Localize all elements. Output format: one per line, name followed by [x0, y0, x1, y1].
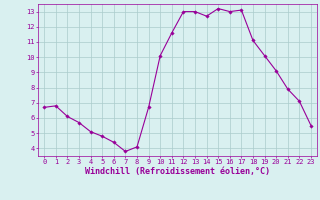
X-axis label: Windchill (Refroidissement éolien,°C): Windchill (Refroidissement éolien,°C) [85, 167, 270, 176]
